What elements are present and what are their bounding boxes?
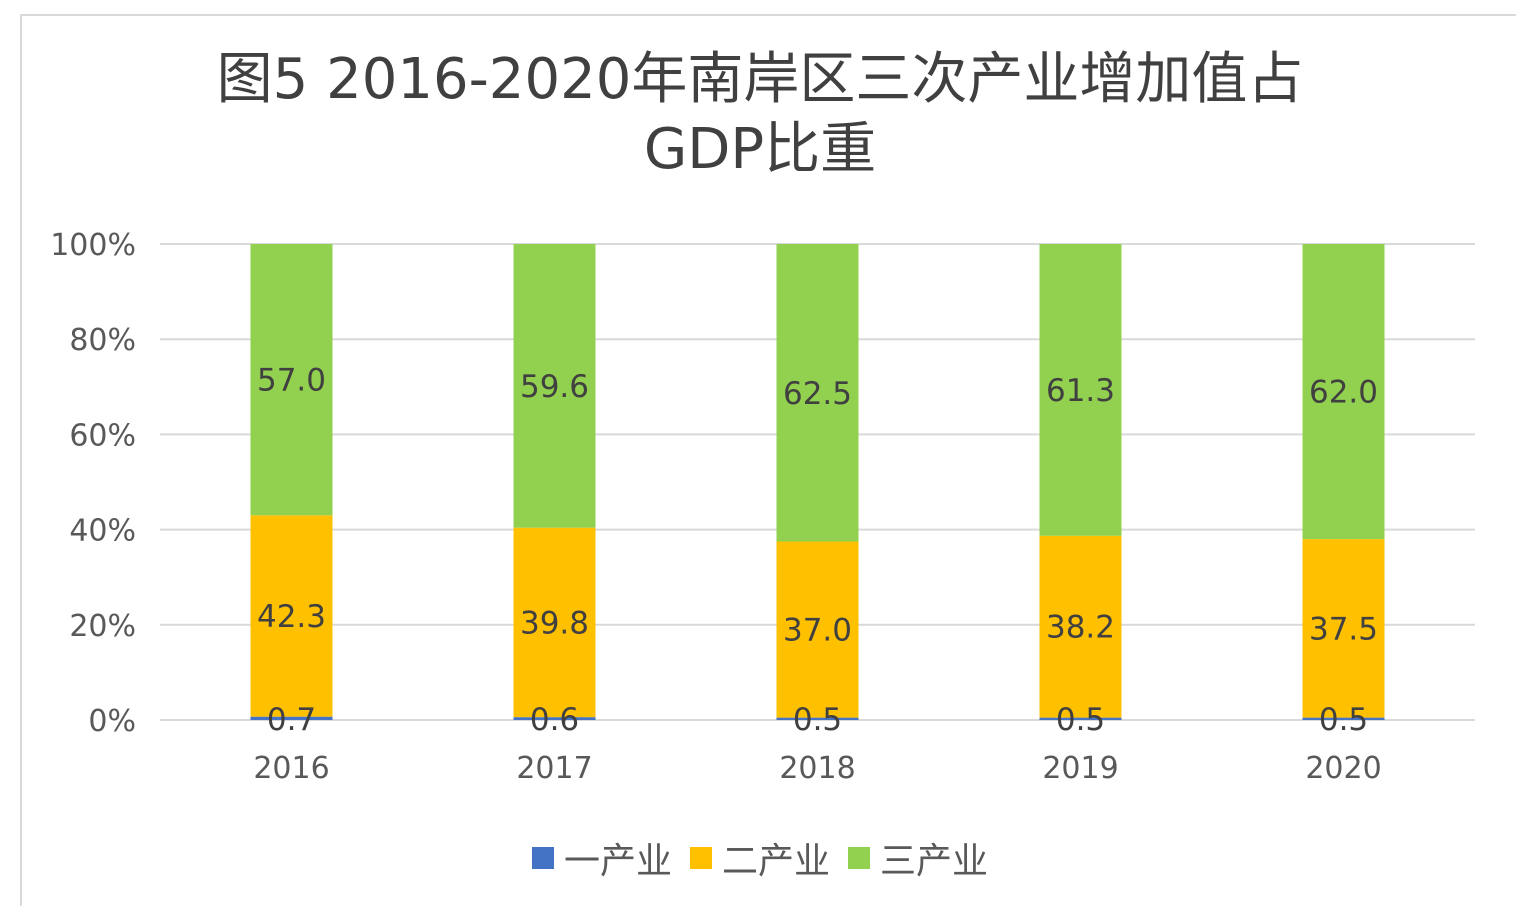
y-tick-label: 0%: [88, 704, 136, 739]
legend-item: 二产业: [689, 832, 830, 884]
bar-segment: [1039, 717, 1122, 720]
bar-segment: [250, 515, 333, 717]
data-label: 62.5: [783, 376, 852, 412]
bar-segment: [250, 716, 333, 720]
legend-label: 二产业: [721, 841, 830, 882]
bar-segment: [250, 244, 333, 516]
legend-swatch: [689, 847, 712, 869]
y-tick-label: 80%: [69, 323, 136, 358]
data-label: 61.3: [1046, 373, 1115, 409]
legend-item: 三产业: [848, 832, 988, 884]
x-tick-label: 2017: [516, 751, 592, 786]
legend-item: 一产业: [531, 832, 672, 884]
chart-legend: 一产业 二产业 三产业: [0, 832, 1520, 884]
y-tick-label: 60%: [69, 418, 136, 453]
legend-label: 一产业: [563, 841, 672, 882]
data-label: 0.5: [1319, 702, 1368, 738]
data-label: 0.5: [793, 702, 842, 738]
data-label: 0.5: [1056, 702, 1105, 738]
x-tick-label: 2016: [253, 751, 329, 786]
bar-segment: [776, 244, 859, 542]
y-tick-label: 100%: [50, 228, 136, 263]
y-tick-label: 20%: [69, 609, 136, 644]
x-tick-label: 2018: [779, 751, 855, 786]
bar-segment: [513, 244, 596, 528]
data-label: 0.7: [267, 702, 316, 738]
legend-swatch: [531, 847, 554, 869]
data-label: 42.3: [257, 599, 326, 635]
data-label: 38.2: [1046, 610, 1115, 646]
legend-swatch: [848, 847, 870, 869]
bar-segment: [776, 541, 859, 718]
data-label: 0.6: [530, 702, 579, 738]
bar-segment: [513, 717, 596, 720]
bar-segment: [1302, 717, 1385, 720]
chart-title-line1: 图5 2016-2020年南岸区三次产业增加值占: [216, 47, 1304, 112]
x-tick-label: 2020: [1305, 751, 1381, 786]
bar-segment: [513, 527, 596, 718]
bar-segment: [1039, 535, 1122, 718]
x-tick-label: 2019: [1042, 751, 1118, 786]
data-label: 59.6: [520, 369, 589, 405]
bar-segment: [1302, 539, 1385, 718]
data-label: 37.5: [1309, 611, 1378, 647]
bar-segment: [1302, 244, 1385, 540]
y-tick-label: 40%: [69, 514, 136, 549]
data-label: 57.0: [257, 363, 326, 399]
data-label: 37.0: [783, 613, 852, 649]
data-label: 39.8: [520, 605, 589, 641]
bar-segment: [776, 717, 859, 720]
data-label: 62.0: [1309, 375, 1378, 411]
legend-label: 三产业: [880, 841, 989, 882]
chart-title-line2: GDP比重: [643, 117, 877, 182]
bar-segment: [1039, 244, 1122, 536]
